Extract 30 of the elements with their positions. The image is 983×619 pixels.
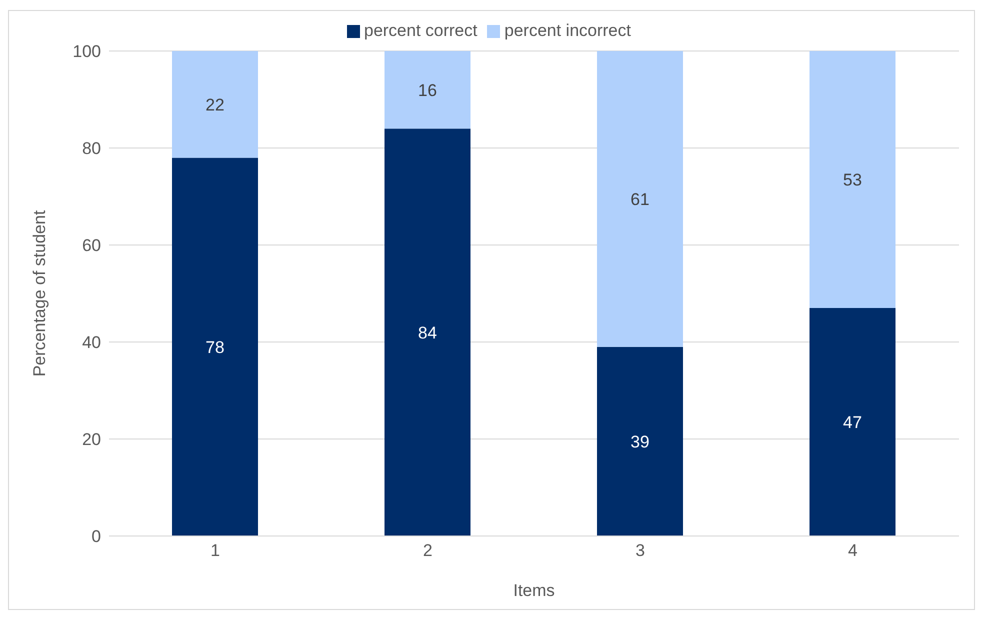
x-tick-label: 3 [636, 541, 645, 560]
bar [810, 308, 896, 536]
data-label: 16 [418, 80, 437, 100]
bar [597, 346, 683, 536]
data-label: 53 [843, 170, 862, 190]
data-label: 39 [630, 432, 650, 452]
legend-label: percent correct [364, 21, 478, 40]
data-label: 22 [206, 95, 224, 114]
data-label: 84 [418, 323, 437, 342]
x-tick-label: 4 [848, 541, 858, 560]
x-axis-title: Items [513, 581, 555, 600]
data-label: 61 [630, 190, 650, 209]
y-axis-title: Percentage of student [30, 210, 50, 377]
data-label: 47 [843, 413, 862, 432]
bar [384, 51, 470, 129]
bar [172, 158, 258, 536]
y-tick-label: 0 [92, 527, 101, 546]
bar [172, 51, 258, 158]
x-tick-label: 2 [423, 541, 432, 560]
bar [384, 128, 470, 536]
y-tick-label: 80 [82, 139, 101, 158]
data-label: 78 [206, 338, 224, 357]
y-tick-label: 60 [82, 236, 101, 256]
y-tick-label: 100 [72, 42, 101, 62]
bar [597, 51, 683, 347]
bar [810, 51, 896, 308]
y-tick-label: 20 [82, 430, 101, 450]
x-tick-label: 1 [210, 541, 220, 560]
y-tick-label: 40 [82, 333, 101, 352]
legend-label: percent incorrect [504, 21, 631, 40]
